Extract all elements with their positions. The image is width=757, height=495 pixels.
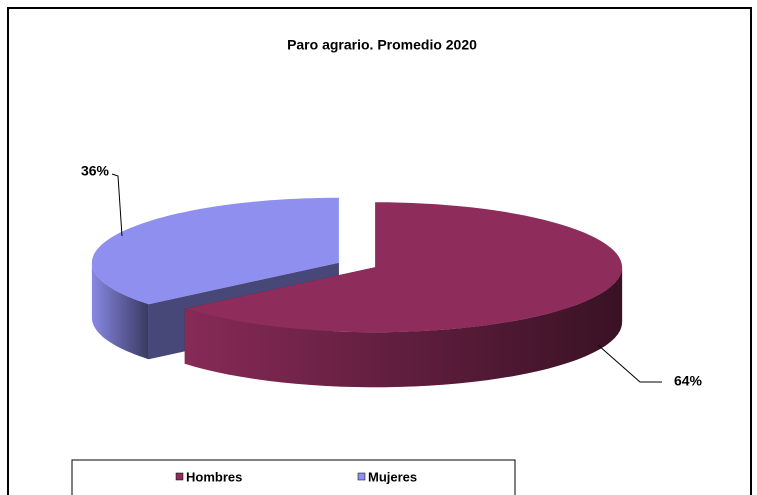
- legend-label: Hombres: [186, 469, 242, 484]
- slice-side-shade: [91, 262, 149, 360]
- leader-line: [597, 344, 662, 383]
- slice: [184, 202, 623, 333]
- legend-label: Mujeres: [368, 469, 417, 484]
- data-label: 64%: [674, 373, 703, 389]
- slice-side-shade: [184, 267, 623, 388]
- legend-swatch: [175, 472, 184, 481]
- slice: [91, 197, 339, 305]
- data-label: 36%: [81, 163, 110, 179]
- legend: [71, 459, 516, 495]
- leader-line: [111, 173, 123, 237]
- legend-swatch: [357, 472, 366, 481]
- chart-frame: [7, 7, 752, 495]
- chart-title: Paro agrario. Promedio 2020: [287, 37, 477, 53]
